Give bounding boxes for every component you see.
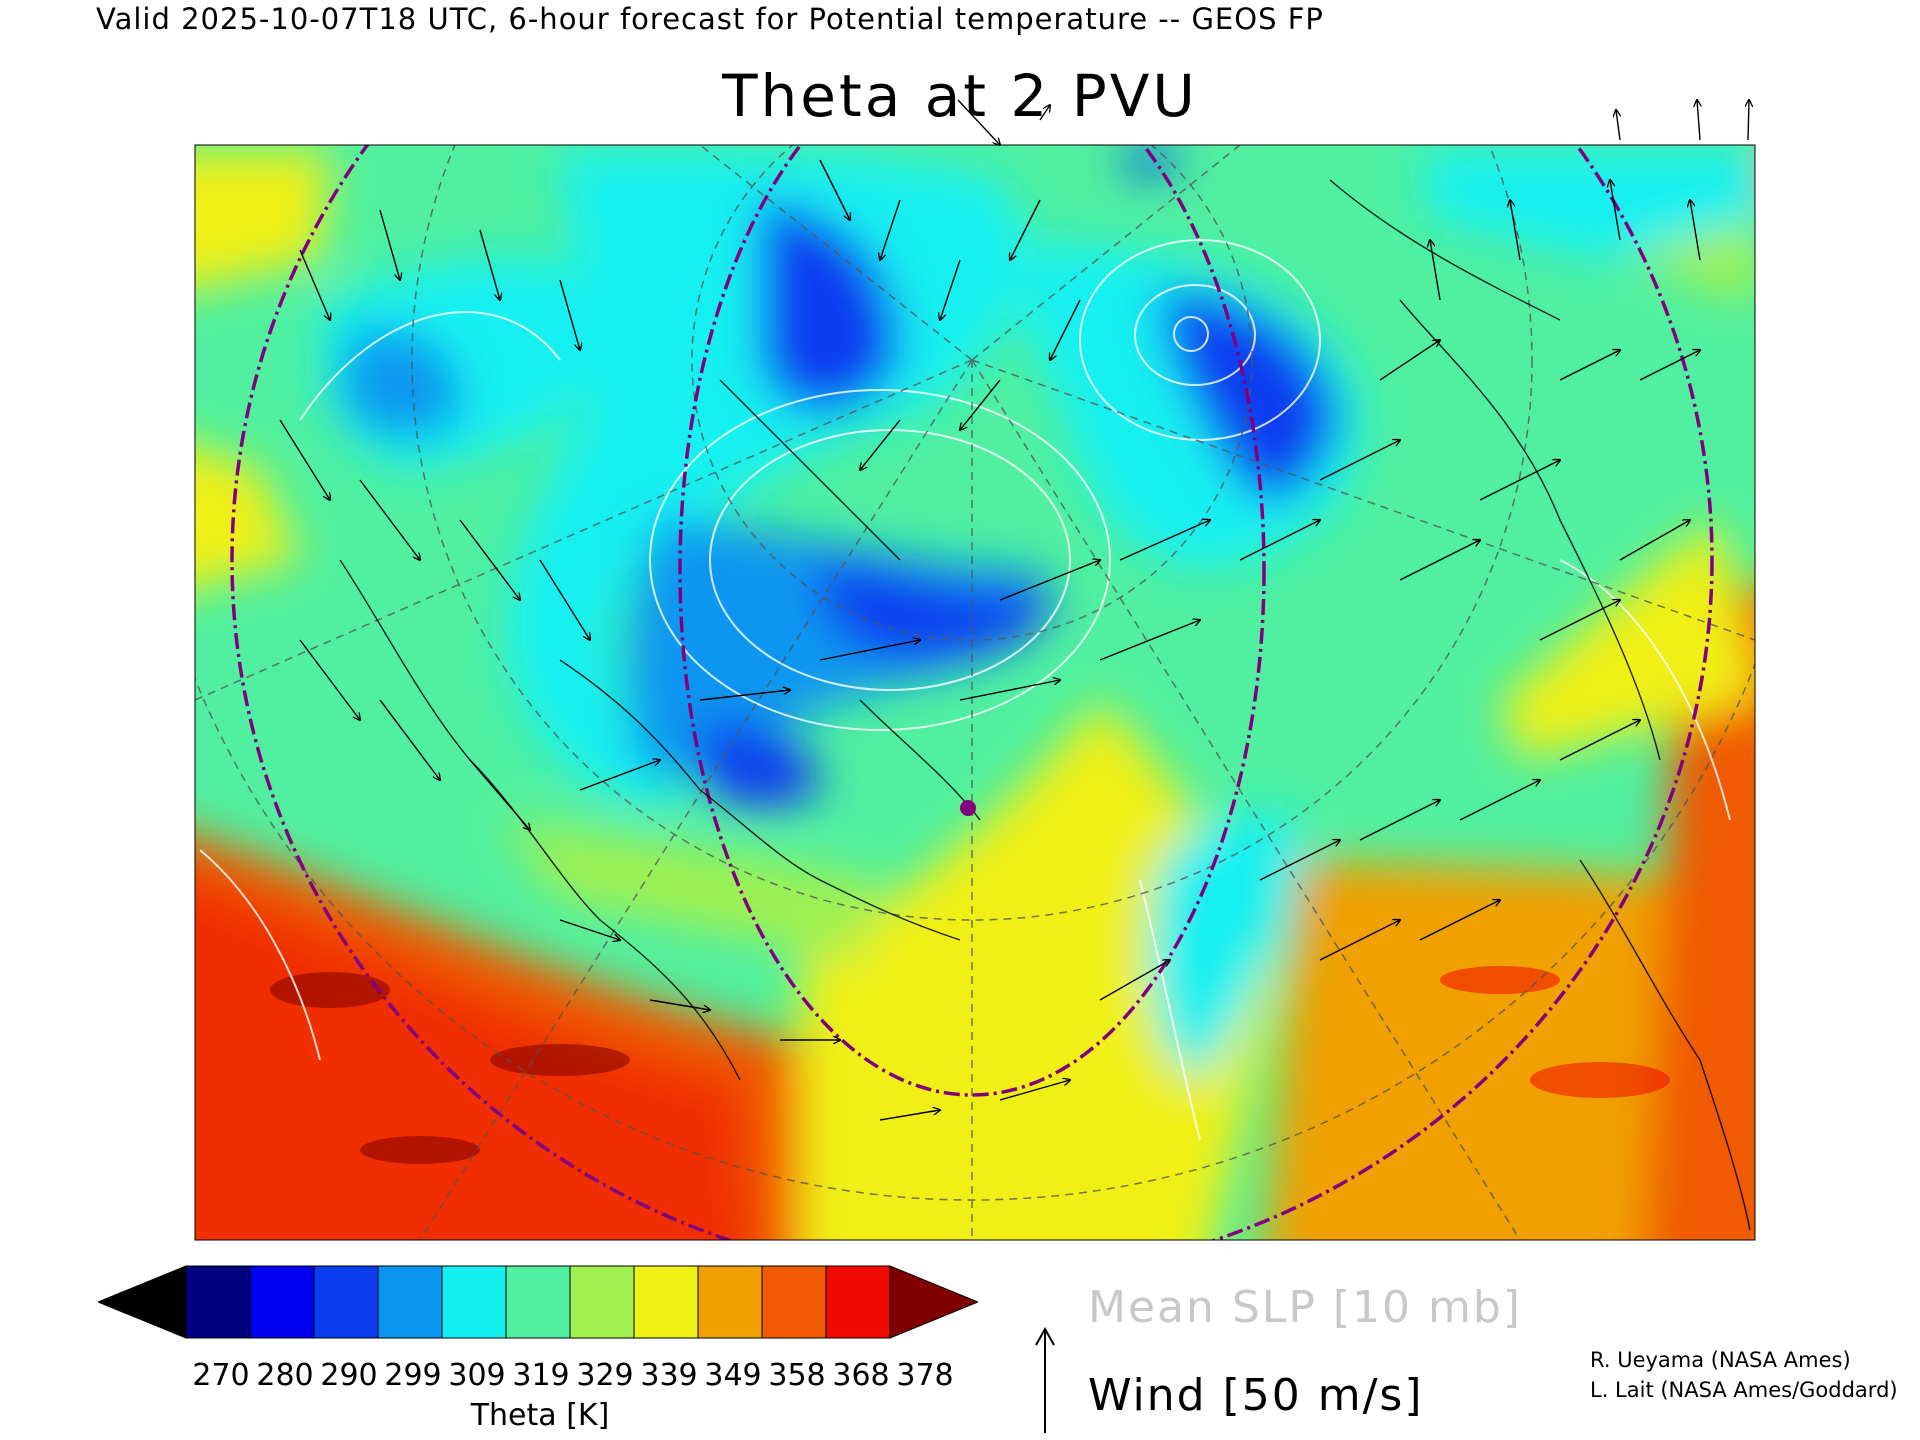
colorbar-tick: 280 bbox=[256, 1358, 314, 1393]
colorbar-under-triangle bbox=[98, 1265, 187, 1339]
colorbar-cell bbox=[761, 1265, 827, 1339]
credit-line-1: R. Ueyama (NASA Ames) bbox=[1590, 1348, 1851, 1372]
colorbar-cell bbox=[185, 1265, 251, 1339]
colorbar-tick: 270 bbox=[192, 1358, 250, 1393]
colorbar-cell bbox=[505, 1265, 571, 1339]
edge-wind-vectors bbox=[957, 100, 1749, 145]
map-title: Theta at 2 PVU bbox=[722, 62, 1198, 130]
colorbar-over-triangle bbox=[889, 1265, 978, 1339]
colorbar bbox=[98, 1265, 978, 1339]
domain-rings bbox=[230, 145, 1714, 1240]
colorbar-tick: 319 bbox=[512, 1358, 570, 1393]
header-valid-line: Valid 2025-10-07T18 UTC, 6-hour forecast… bbox=[96, 2, 1324, 36]
wind-legend: Wind [50 m/s] bbox=[1088, 1370, 1424, 1421]
colorbar-tick: 309 bbox=[448, 1358, 506, 1393]
colorbar-cell bbox=[825, 1265, 891, 1339]
colorbar-tick: 329 bbox=[576, 1358, 634, 1393]
colorbar-tick: 299 bbox=[384, 1358, 442, 1393]
credit-line-2: L. Lait (NASA Ames/Goddard) bbox=[1590, 1378, 1898, 1402]
map-frame bbox=[194, 144, 1756, 1241]
graticule bbox=[195, 145, 1755, 1240]
colorbar-cell bbox=[377, 1265, 443, 1339]
colorbar-title: Theta [K] bbox=[470, 1398, 610, 1433]
colorbar-cell bbox=[313, 1265, 379, 1339]
wind-scale-arrow-icon bbox=[1035, 1326, 1055, 1433]
slp-contours bbox=[199, 239, 1731, 1141]
colorbar-tick: 378 bbox=[896, 1358, 954, 1393]
colorbar-cell bbox=[633, 1265, 699, 1339]
theta-field bbox=[195, 145, 1755, 1240]
colorbar-tick: 339 bbox=[640, 1358, 698, 1393]
colorbar-cell bbox=[249, 1265, 315, 1339]
colorbar-cell bbox=[441, 1265, 507, 1339]
colorbar-tick: 368 bbox=[832, 1358, 890, 1393]
colorbar-tick: 349 bbox=[704, 1358, 762, 1393]
wind-vectors bbox=[279, 159, 1700, 1121]
colorbar-cell bbox=[569, 1265, 635, 1339]
colorbar-tick: 290 bbox=[320, 1358, 378, 1393]
location-marker bbox=[960, 800, 976, 816]
colorbar-tick: 358 bbox=[768, 1358, 826, 1393]
slp-legend: Mean SLP [10 mb] bbox=[1088, 1282, 1522, 1333]
colorbar-cell bbox=[697, 1265, 763, 1339]
